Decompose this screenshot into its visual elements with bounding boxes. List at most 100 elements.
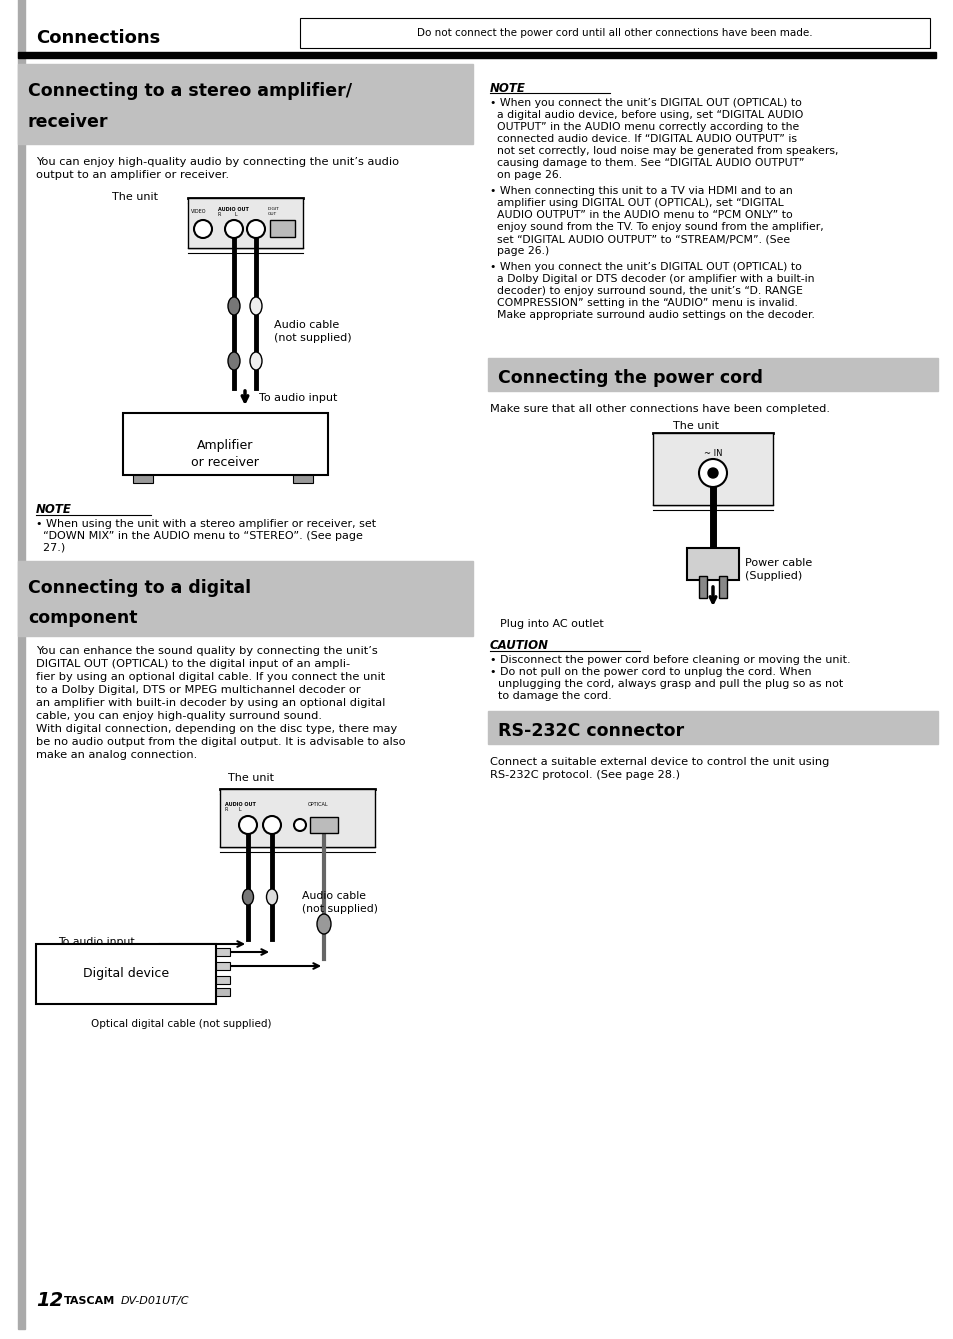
Text: RS-232C connector: RS-232C connector <box>497 722 683 740</box>
Text: unplugging the cord, always grasp and pull the plug so as not: unplugging the cord, always grasp and pu… <box>497 679 842 690</box>
Text: receiver: receiver <box>28 112 109 131</box>
Text: or receiver: or receiver <box>191 457 258 470</box>
Bar <box>293 475 313 483</box>
Text: CAUTION: CAUTION <box>490 639 548 652</box>
Text: The unit: The unit <box>112 191 158 202</box>
Text: AUDIO OUT: AUDIO OUT <box>218 208 249 212</box>
Text: on page 26.: on page 26. <box>490 170 561 179</box>
Text: OPTICAL: OPTICAL <box>308 802 328 807</box>
Bar <box>215 961 230 969</box>
Text: Plug into AC outlet: Plug into AC outlet <box>499 619 603 629</box>
Bar <box>652 432 772 505</box>
Bar <box>699 576 706 599</box>
Bar <box>686 548 739 580</box>
Text: The unit: The unit <box>672 420 719 431</box>
Circle shape <box>707 469 718 478</box>
Text: decoder) to enjoy surround sound, the unit’s “D. RANGE: decoder) to enjoy surround sound, the un… <box>490 287 802 296</box>
Text: Amplifier: Amplifier <box>196 438 253 451</box>
Text: “DOWN MIX” in the AUDIO menu to “STEREO”. (See page: “DOWN MIX” in the AUDIO menu to “STEREO”… <box>36 532 362 541</box>
Text: The unit: The unit <box>228 773 274 783</box>
Text: a Dolby Digital or DTS decoder (or amplifier with a built-in: a Dolby Digital or DTS decoder (or ampli… <box>490 274 814 284</box>
Ellipse shape <box>228 352 240 370</box>
Text: • Do not pull on the power cord to unplug the cord. When: • Do not pull on the power cord to unplu… <box>490 667 811 678</box>
Bar <box>36 944 215 1004</box>
Text: R         L: R L <box>218 212 237 217</box>
Ellipse shape <box>228 297 240 315</box>
Circle shape <box>294 819 306 832</box>
Circle shape <box>263 815 281 834</box>
Bar <box>18 64 473 145</box>
Text: amplifier using DIGITAL OUT (OPTICAL), set “DIGITAL: amplifier using DIGITAL OUT (OPTICAL), s… <box>490 198 783 208</box>
Text: Connections: Connections <box>36 29 160 47</box>
Text: OUT: OUT <box>268 212 276 216</box>
Bar <box>215 988 230 996</box>
Ellipse shape <box>266 889 277 905</box>
Text: Power cable: Power cable <box>744 558 811 568</box>
Bar <box>18 561 473 636</box>
Text: Audio cable: Audio cable <box>274 320 339 329</box>
Circle shape <box>193 220 212 238</box>
Text: Audio cable: Audio cable <box>302 890 366 901</box>
Bar <box>123 412 328 475</box>
Circle shape <box>239 815 256 834</box>
Text: You can enjoy high-quality audio by connecting the unit’s audio: You can enjoy high-quality audio by conn… <box>36 157 398 167</box>
Text: To audio input: To audio input <box>258 394 337 403</box>
Bar <box>18 0 25 1330</box>
Circle shape <box>225 220 243 238</box>
Text: cable, you can enjoy high-quality surround sound.: cable, you can enjoy high-quality surrou… <box>36 711 322 720</box>
Bar <box>132 475 152 483</box>
Bar <box>215 948 230 956</box>
Bar <box>310 817 337 833</box>
Ellipse shape <box>316 915 331 935</box>
Text: set “DIGITAL AUDIO OUTPUT” to “STREAM/PCM”. (See: set “DIGITAL AUDIO OUTPUT” to “STREAM/PC… <box>490 234 789 244</box>
Text: Make appropriate surround audio settings on the decoder.: Make appropriate surround audio settings… <box>490 311 814 320</box>
Ellipse shape <box>250 297 262 315</box>
Text: R       L: R L <box>225 807 241 811</box>
Text: (not supplied): (not supplied) <box>302 904 377 915</box>
Text: NOTE: NOTE <box>490 82 525 95</box>
Text: causing damage to them. See “DIGITAL AUDIO OUTPUT”: causing damage to them. See “DIGITAL AUD… <box>490 158 803 167</box>
Text: Optical digital cable (not supplied): Optical digital cable (not supplied) <box>91 1019 272 1028</box>
Bar <box>188 198 303 248</box>
Text: fier by using an optional digital cable. If you connect the unit: fier by using an optional digital cable.… <box>36 672 385 682</box>
Text: AUDIO OUT: AUDIO OUT <box>225 802 255 807</box>
Text: OUTPUT” in the AUDIO menu correctly according to the: OUTPUT” in the AUDIO menu correctly acco… <box>490 122 799 133</box>
Text: • When connecting this unit to a TV via HDMI and to an: • When connecting this unit to a TV via … <box>490 186 792 195</box>
Text: connected audio device. If “DIGITAL AUDIO OUTPUT” is: connected audio device. If “DIGITAL AUDI… <box>490 134 796 145</box>
Text: make an analog connection.: make an analog connection. <box>36 750 197 761</box>
Text: VIDEO: VIDEO <box>191 209 206 214</box>
Text: To digital optical input: To digital optical input <box>58 959 178 969</box>
Text: • When you connect the unit’s DIGITAL OUT (OPTICAL) to: • When you connect the unit’s DIGITAL OU… <box>490 262 801 272</box>
Bar <box>488 358 937 391</box>
Bar <box>719 576 726 599</box>
Bar <box>220 789 375 848</box>
Text: (Supplied): (Supplied) <box>744 570 801 581</box>
Text: Connecting the power cord: Connecting the power cord <box>497 370 762 387</box>
Ellipse shape <box>242 889 253 905</box>
Text: Connect a suitable external device to control the unit using: Connect a suitable external device to co… <box>490 757 828 767</box>
Text: DV-D01UT/C: DV-D01UT/C <box>121 1296 190 1306</box>
Text: be no audio output from the digital output. It is advisable to also: be no audio output from the digital outp… <box>36 736 405 747</box>
Text: You can enhance the sound quality by connecting the unit’s: You can enhance the sound quality by con… <box>36 645 377 656</box>
Text: RS-232C protocol. (See page 28.): RS-232C protocol. (See page 28.) <box>490 770 679 781</box>
Circle shape <box>699 459 726 487</box>
Text: • Disconnect the power cord before cleaning or moving the unit.: • Disconnect the power cord before clean… <box>490 655 850 665</box>
Text: 12: 12 <box>36 1292 63 1311</box>
Bar <box>18 52 935 58</box>
Text: (not supplied): (not supplied) <box>274 333 352 343</box>
Text: With digital connection, depending on the disc type, there may: With digital connection, depending on th… <box>36 724 396 734</box>
Text: AUDIO OUTPUT” in the AUDIO menu to “PCM ONLY” to: AUDIO OUTPUT” in the AUDIO menu to “PCM … <box>490 210 792 220</box>
Text: To audio input: To audio input <box>58 937 134 947</box>
Text: ~ IN: ~ IN <box>703 449 721 458</box>
Text: Make sure that all other connections have been completed.: Make sure that all other connections hav… <box>490 404 829 414</box>
Circle shape <box>247 220 265 238</box>
Text: 27.): 27.) <box>36 544 65 553</box>
Text: COMPRESSION” setting in the “AUDIO” menu is invalid.: COMPRESSION” setting in the “AUDIO” menu… <box>490 299 797 308</box>
Text: Connecting to a digital: Connecting to a digital <box>28 578 251 597</box>
Text: DIGITAL OUT (OPTICAL) to the digital input of an ampli-: DIGITAL OUT (OPTICAL) to the digital inp… <box>36 659 350 670</box>
Text: NOTE: NOTE <box>36 503 71 516</box>
Text: TASCAM: TASCAM <box>64 1296 115 1306</box>
Text: to damage the cord.: to damage the cord. <box>497 691 611 702</box>
Text: • When you connect the unit’s DIGITAL OUT (OPTICAL) to: • When you connect the unit’s DIGITAL OU… <box>490 98 801 108</box>
Bar <box>488 711 937 744</box>
